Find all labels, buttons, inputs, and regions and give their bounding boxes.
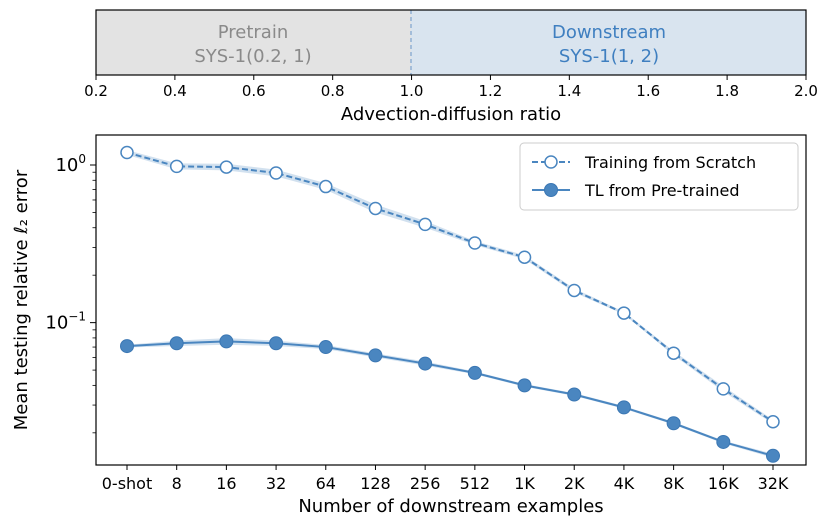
legend-scratch-label: Training from Scratch [584,153,756,172]
data-point [219,334,234,349]
data-point [666,416,681,431]
data-point [318,340,333,355]
data-point [766,415,780,429]
legend: Training from Scratch TL from Pre-traine… [519,142,799,211]
data-point [617,306,631,320]
legend-scratch-marker [544,155,558,169]
data-point [666,346,681,360]
x-tick-label: 16 [216,474,236,493]
series-markers [120,145,780,463]
data-point [169,159,184,174]
top-x-tick-label: 1.0 [400,82,424,100]
data-point [468,236,482,250]
x-tick-label: 1K [514,474,535,493]
data-point [567,283,581,298]
data-point [716,434,731,449]
y-axis-label: Mean testing relative ℓ₂ error [11,169,32,430]
data-point [616,400,631,415]
x-tick-label: 8 [172,474,182,493]
top-x-tick-label: 1.4 [557,82,581,100]
y-tick-label: 100 [55,152,86,176]
top-x-tick-label: 1.6 [636,82,660,100]
series-line [126,151,774,423]
x-tick-label: 2K [564,474,585,493]
data-point [169,336,184,351]
data-point [418,356,433,371]
series-lines [126,151,774,457]
data-point [517,250,532,264]
x-tick-label: 128 [360,474,391,493]
range-bar-frame [95,9,807,76]
top-x-tick-label: 2.0 [794,82,818,100]
y-tick-label: 10−1 [45,310,86,334]
x-tick-label: 0-shot [102,474,153,493]
x-tick-label: 32K [758,474,789,493]
pretrain-system-label: SYS-1(0.2, 1) [194,46,311,67]
data-point [319,179,333,194]
data-point [269,166,283,180]
data-point [766,448,780,463]
data-point [368,201,383,216]
data-point [517,378,532,393]
x-tick-label: 16K [708,474,739,493]
downstream-label: Downstream [552,22,666,43]
x-tick-label: 64 [316,474,336,493]
plot-frame [95,134,807,466]
top-x-tick-label: 1.2 [479,82,503,100]
pretrain-label: Pretrain [218,22,289,43]
x-tick-label: 512 [460,474,491,493]
x-axis-label: Number of downstream examples [298,496,603,517]
legend-tl-label: TL from Pre-trained [584,181,740,200]
x-tick-label: 32 [266,474,286,493]
top-x-tick-label: 0.2 [84,82,108,100]
data-point [120,339,134,354]
x-tick-label: 4K [614,474,635,493]
x-tick-label: 8K [663,474,684,493]
y-ticks: 100 10−1 [45,152,96,434]
data-point [467,365,482,380]
top-x-ticks: 0.2 0.4 0.6 0.8 1.0 1.2 1.4 1.6 1.8 2.0 [84,75,818,100]
top-x-tick-label: 1.8 [715,82,739,100]
downstream-system-label: SYS-1(1, 2) [559,46,659,67]
top-x-axis-label: Advection-diffusion ratio [341,104,561,125]
legend-box [519,142,799,211]
top-x-tick-label: 0.8 [321,82,345,100]
top-x-tick-label: 0.6 [242,82,266,100]
data-point [269,336,284,351]
line-chart: 0-shot 8 16 32 64 128 256 512 1K 2K 4K 8K 16K 32K 100… [11,134,807,517]
data-point [567,387,582,402]
legend-tl-marker [544,183,558,197]
pretrain-region [96,10,411,75]
data-point [368,348,383,363]
x-ticks: 0-shot 8 16 32 64 128 256 512 1K 2K 4K 8K 16K 32K [102,465,789,493]
x-tick-label: 256 [410,474,441,493]
data-point [120,145,134,160]
data-point [219,160,234,174]
data-point [716,382,731,396]
downstream-region [411,10,806,75]
data-point [418,217,432,232]
series-line [126,340,774,457]
top-x-tick-label: 0.4 [163,82,187,100]
range-bar-chart: Pretrain SYS-1(0.2, 1) Downstream SYS-1(… [84,9,818,125]
